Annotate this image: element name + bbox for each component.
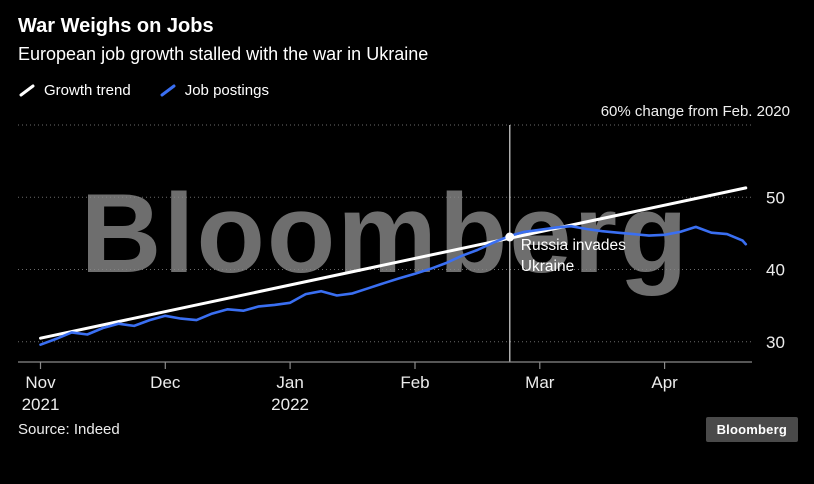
event-annotation: Russia invades <box>521 237 626 254</box>
y-axis-label: 60% change from Feb. 2020 <box>600 102 790 120</box>
footer: Source: Indeed Bloomberg <box>0 416 814 442</box>
event-annotation: Ukraine <box>521 258 574 275</box>
event-marker-dot <box>505 232 515 242</box>
bloomberg-watermark: Bloomberg <box>80 171 689 296</box>
x-tick-year: 2022 <box>271 395 309 414</box>
x-tick-label: Dec <box>150 373 181 392</box>
legend-item-growth-trend: Growth trend <box>18 82 131 99</box>
growth-trend-swatch-icon <box>19 84 35 97</box>
x-tick-label: Nov <box>25 373 56 392</box>
legend: Growth trend Job postings <box>18 82 796 99</box>
growth-trend-swatch-line <box>19 84 35 97</box>
y-tick-label: 40 <box>766 260 785 279</box>
x-tick-label: Jan <box>276 373 303 392</box>
x-tick-label: Apr <box>651 373 678 392</box>
x-tick-label: Mar <box>525 373 555 392</box>
legend-label-growth-trend: Growth trend <box>44 81 131 99</box>
y-tick-label: 50 <box>766 188 785 207</box>
series-job-postings <box>39 224 748 346</box>
page-title: War Weighs on Jobs <box>18 15 214 37</box>
series-growth-trend <box>39 185 748 340</box>
x-tick-label: Feb <box>400 373 429 392</box>
legend-label-job-postings: Job postings <box>184 81 269 99</box>
y-tick-label: 30 <box>766 332 785 351</box>
chart-subtitle: European job growth stalled with the war… <box>18 44 429 64</box>
source-note: Source: Indeed <box>18 420 120 438</box>
bloomberg-logo: Bloomberg <box>705 416 798 442</box>
legend-item-job-postings: Job postings <box>159 82 269 99</box>
job-postings-swatch-icon <box>160 84 176 97</box>
x-tick-year: 2021 <box>22 395 60 414</box>
job-postings-swatch-line <box>160 84 176 97</box>
